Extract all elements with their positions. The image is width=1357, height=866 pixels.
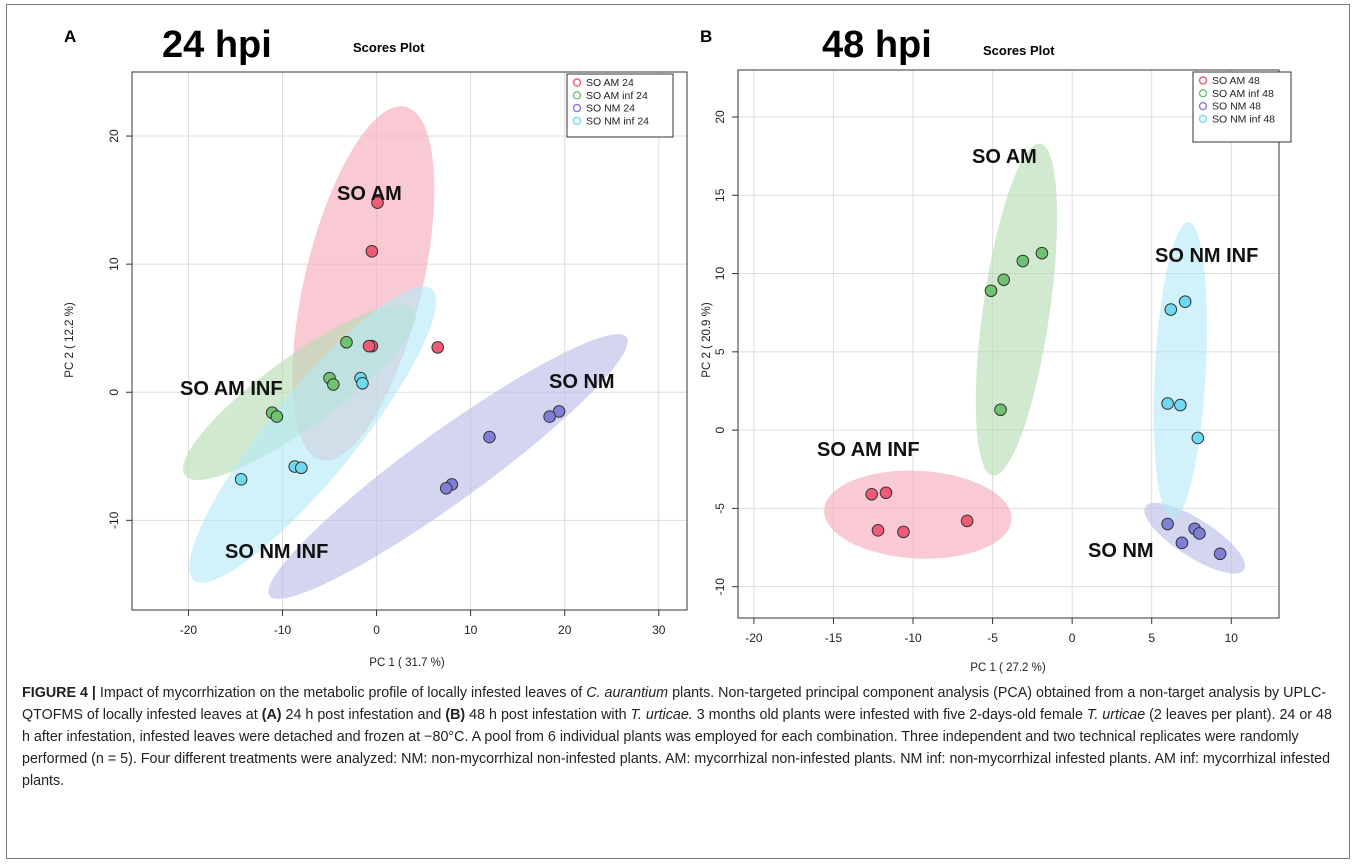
caption-text-3: 24 h post infestation and bbox=[282, 707, 446, 723]
data-point bbox=[985, 285, 997, 297]
y-tick-label: -10 bbox=[713, 578, 727, 596]
data-point bbox=[544, 411, 556, 423]
panel-a-plot: -20 -10 0 10 20 30 -10 0 10 20 PC 1 ( 31.7 %) PC 2 … bbox=[64, 72, 687, 669]
data-point bbox=[866, 489, 878, 501]
confidence-ellipse bbox=[960, 139, 1074, 480]
y-tick-label: 0 bbox=[713, 426, 727, 433]
legend-entry: SO NM 48 bbox=[1212, 101, 1261, 113]
data-point bbox=[1179, 296, 1191, 308]
data-point bbox=[1162, 398, 1174, 410]
data-point bbox=[440, 483, 452, 495]
x-tick-label: 30 bbox=[652, 623, 666, 637]
x-tick-label: -5 bbox=[987, 631, 998, 645]
figure-caption: FIGURE 4 | Impact of mycorrhization on t… bbox=[22, 682, 1340, 792]
data-point bbox=[1017, 255, 1029, 267]
data-point bbox=[872, 525, 884, 537]
caption-species-2: T. urticae. bbox=[631, 707, 693, 723]
caption-ref-a: (A) bbox=[262, 707, 282, 723]
group-annotation: SO NM INF bbox=[225, 541, 328, 563]
x-axis-label: PC 1 ( 27.2 %) bbox=[970, 662, 1046, 674]
y-tick-label: 20 bbox=[107, 129, 121, 143]
x-tick-label: 0 bbox=[373, 623, 380, 637]
x-tick-label: 20 bbox=[558, 623, 572, 637]
group-annotation: SO AM INF bbox=[817, 439, 920, 461]
data-point bbox=[995, 404, 1007, 416]
y-tick-label: -5 bbox=[713, 503, 727, 514]
caption-species-3: T. urticae bbox=[1087, 707, 1145, 723]
x-tick-label: -20 bbox=[180, 623, 198, 637]
x-tick-label: 5 bbox=[1148, 631, 1155, 645]
group-annotation: SO NM bbox=[549, 371, 615, 393]
x-tick-label: 0 bbox=[1069, 631, 1076, 645]
x-tick-label: -10 bbox=[904, 631, 922, 645]
data-point bbox=[1175, 399, 1187, 411]
confidence-ellipse bbox=[822, 466, 1014, 563]
figure-panels: A 24 hpi Scores Plot -20 -10 0 10 20 30 -10 0 10… bbox=[0, 0, 1357, 680]
y-tick-label: 20 bbox=[713, 110, 727, 124]
data-point bbox=[1176, 537, 1188, 549]
data-point bbox=[1192, 432, 1204, 444]
y-axis-label: PC 2 ( 12.2 %) bbox=[64, 302, 76, 378]
group-annotation: SO NM INF bbox=[1155, 245, 1258, 267]
data-point bbox=[366, 246, 378, 258]
caption-figure-label: FIGURE 4 | bbox=[22, 685, 96, 701]
data-point bbox=[1214, 548, 1226, 560]
y-tick-label: 15 bbox=[713, 188, 727, 202]
panel-a-plot-title: Scores Plot bbox=[353, 40, 425, 55]
data-point bbox=[898, 526, 910, 538]
legend-entry: SO NM inf 48 bbox=[1212, 113, 1275, 125]
legend-entry: SO AM 48 bbox=[1212, 75, 1260, 87]
y-tick-label: 5 bbox=[713, 348, 727, 355]
caption-ref-b: (B) bbox=[445, 707, 465, 723]
panel-b-big-title: 48 hpi bbox=[822, 24, 932, 66]
data-point bbox=[363, 340, 375, 352]
data-point bbox=[484, 431, 496, 443]
data-point bbox=[235, 474, 247, 486]
group-annotation: SO AM bbox=[337, 183, 402, 205]
data-point bbox=[1165, 304, 1177, 316]
x-tick-label: 10 bbox=[464, 623, 478, 637]
data-point bbox=[357, 377, 369, 389]
group-annotation: SO AM INF bbox=[180, 378, 283, 400]
x-tick-label: 10 bbox=[1225, 631, 1239, 645]
legend-entry: SO AM inf 24 bbox=[586, 90, 648, 102]
data-point bbox=[961, 515, 973, 527]
group-annotation: SO AM bbox=[972, 146, 1037, 168]
panel-a-big-title: 24 hpi bbox=[162, 24, 272, 66]
legend-entry: SO NM 24 bbox=[586, 103, 635, 115]
caption-text-4: 48 h post infestation with bbox=[465, 707, 630, 723]
panel-b-letter: B bbox=[700, 27, 712, 46]
data-point bbox=[1036, 247, 1048, 259]
y-tick-label: -10 bbox=[107, 511, 121, 529]
panel-a-letter: A bbox=[64, 27, 76, 46]
data-point bbox=[998, 274, 1010, 286]
x-tick-label: -20 bbox=[745, 631, 763, 645]
data-point bbox=[1162, 518, 1174, 530]
caption-text-5: 3 months old plants were infested with f… bbox=[693, 707, 1087, 723]
x-tick-label: -10 bbox=[274, 623, 292, 637]
x-axis-label: PC 1 ( 31.7 %) bbox=[369, 657, 445, 669]
confidence-ellipse bbox=[1135, 491, 1254, 586]
data-point bbox=[880, 487, 892, 499]
group-annotation: SO NM bbox=[1088, 540, 1154, 562]
legend-entry: SO NM inf 24 bbox=[586, 115, 649, 127]
data-point bbox=[296, 462, 308, 474]
data-point bbox=[341, 336, 353, 348]
x-tick-label: -15 bbox=[825, 631, 843, 645]
y-tick-label: 0 bbox=[107, 389, 121, 396]
data-point bbox=[328, 379, 340, 391]
panel-b-plot-title: Scores Plot bbox=[983, 43, 1055, 58]
data-point bbox=[432, 342, 444, 354]
legend-entry: SO AM 24 bbox=[586, 77, 634, 89]
panel-b-plot: -20 -15 -10 -5 0 5 10 -10 -5 0 5 10 15 20 PC 1 ( 27.2 … bbox=[701, 70, 1291, 674]
data-point bbox=[1194, 528, 1206, 540]
y-tick-label: 10 bbox=[713, 267, 727, 281]
y-tick-label: 10 bbox=[107, 257, 121, 271]
caption-text-1: Impact of mycorrhization on the metaboli… bbox=[96, 685, 586, 701]
caption-species-1: C. aurantium bbox=[586, 685, 668, 701]
legend-entry: SO AM inf 48 bbox=[1212, 88, 1274, 100]
y-axis-label: PC 2 ( 20.9 %) bbox=[701, 302, 713, 378]
data-point bbox=[271, 411, 283, 423]
